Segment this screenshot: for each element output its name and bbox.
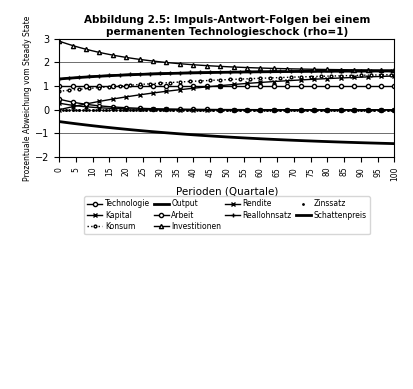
Schattenpreis bbox=[210, 134, 215, 138]
Investitionen bbox=[257, 66, 262, 70]
Arbeit bbox=[140, 106, 145, 111]
Investitionen bbox=[291, 67, 296, 71]
Reallohnsatz bbox=[210, 70, 215, 74]
Reallohnsatz bbox=[140, 72, 145, 76]
Investitionen bbox=[80, 46, 85, 51]
Output bbox=[307, 69, 312, 74]
Schattenpreis bbox=[307, 138, 312, 143]
Line: Technologie: Technologie bbox=[57, 84, 396, 88]
Output bbox=[291, 69, 296, 74]
Rendite bbox=[210, 107, 215, 112]
Arbeit bbox=[391, 107, 396, 112]
Rendite bbox=[291, 107, 296, 112]
Zinssatz bbox=[307, 107, 312, 112]
Schattenpreis bbox=[391, 141, 396, 146]
Technologie bbox=[80, 84, 85, 88]
Kapital bbox=[307, 77, 312, 82]
Reallohnsatz bbox=[80, 75, 85, 79]
Rendite bbox=[307, 107, 312, 112]
Zinssatz bbox=[57, 107, 62, 112]
Technologie bbox=[257, 84, 262, 88]
Zinssatz bbox=[210, 107, 215, 112]
Output bbox=[57, 77, 62, 81]
X-axis label: Perioden (Quartale): Perioden (Quartale) bbox=[175, 187, 278, 197]
Kapital bbox=[257, 80, 262, 85]
Output bbox=[391, 69, 396, 74]
Technologie bbox=[210, 84, 215, 88]
Investitionen bbox=[140, 58, 145, 62]
Zinssatz bbox=[257, 107, 262, 112]
Rendite bbox=[57, 101, 62, 105]
Zinssatz bbox=[140, 107, 145, 112]
Konsum bbox=[57, 89, 62, 94]
Rendite bbox=[140, 107, 145, 112]
Rendite bbox=[257, 107, 262, 112]
Schattenpreis bbox=[80, 122, 85, 127]
Zinssatz bbox=[80, 107, 85, 112]
Technologie bbox=[391, 84, 396, 88]
Konsum bbox=[140, 82, 145, 87]
Kapital bbox=[291, 78, 296, 82]
Schattenpreis bbox=[291, 138, 296, 143]
Schattenpreis bbox=[57, 119, 62, 124]
Arbeit bbox=[307, 107, 312, 112]
Konsum bbox=[391, 72, 396, 77]
Kapital bbox=[57, 107, 62, 112]
Reallohnsatz bbox=[391, 68, 396, 73]
Technologie bbox=[291, 84, 296, 88]
Schattenpreis bbox=[140, 128, 145, 133]
Kapital bbox=[80, 102, 85, 107]
Investitionen bbox=[210, 64, 215, 68]
Zinssatz bbox=[291, 107, 296, 112]
Investitionen bbox=[307, 67, 312, 72]
Reallohnsatz bbox=[291, 69, 296, 74]
Line: Rendite: Rendite bbox=[57, 101, 396, 112]
Schattenpreis bbox=[257, 137, 262, 141]
Y-axis label: Prozentuale Abweichung vom Steady State: Prozentuale Abweichung vom Steady State bbox=[23, 15, 32, 180]
Arbeit bbox=[80, 102, 85, 106]
Konsum bbox=[210, 78, 215, 82]
Arbeit bbox=[57, 97, 62, 102]
Output bbox=[140, 72, 145, 77]
Technologie bbox=[140, 84, 145, 88]
Line: Output: Output bbox=[59, 71, 394, 79]
Reallohnsatz bbox=[257, 69, 262, 74]
Line: Reallohnsatz: Reallohnsatz bbox=[57, 69, 396, 81]
Kapital bbox=[391, 74, 396, 78]
Title: Abbildung 2.5: Impuls-Antwort-Folgen bei einem
permanenten Technologieschock (rh: Abbildung 2.5: Impuls-Antwort-Folgen bei… bbox=[83, 15, 369, 37]
Line: Zinssatz: Zinssatz bbox=[58, 109, 395, 111]
Reallohnsatz bbox=[57, 77, 62, 81]
Konsum bbox=[291, 75, 296, 79]
Kapital bbox=[140, 92, 145, 97]
Reallohnsatz bbox=[307, 69, 312, 74]
Line: Investitionen: Investitionen bbox=[57, 39, 396, 72]
Legend: Technologie, Kapital, Konsum, Output, Arbeit, Investitionen, Rendite, Reallohnsa: Technologie, Kapital, Konsum, Output, Ar… bbox=[84, 196, 369, 234]
Investitionen bbox=[57, 39, 62, 44]
Zinssatz bbox=[391, 107, 396, 112]
Line: Konsum: Konsum bbox=[58, 73, 395, 93]
Output bbox=[80, 75, 85, 80]
Arbeit bbox=[210, 107, 215, 112]
Output bbox=[210, 70, 215, 75]
Line: Schattenpreis: Schattenpreis bbox=[59, 122, 394, 144]
Line: Kapital: Kapital bbox=[57, 74, 396, 112]
Investitionen bbox=[391, 68, 396, 72]
Konsum bbox=[80, 87, 85, 91]
Technologie bbox=[307, 84, 312, 88]
Output bbox=[257, 70, 262, 74]
Arbeit bbox=[291, 107, 296, 112]
Technologie bbox=[57, 84, 62, 88]
Konsum bbox=[257, 76, 262, 81]
Kapital bbox=[210, 84, 215, 89]
Konsum bbox=[307, 74, 312, 79]
Line: Arbeit: Arbeit bbox=[57, 97, 396, 112]
Rendite bbox=[391, 107, 396, 112]
Arbeit bbox=[257, 107, 262, 112]
Rendite bbox=[80, 104, 85, 109]
